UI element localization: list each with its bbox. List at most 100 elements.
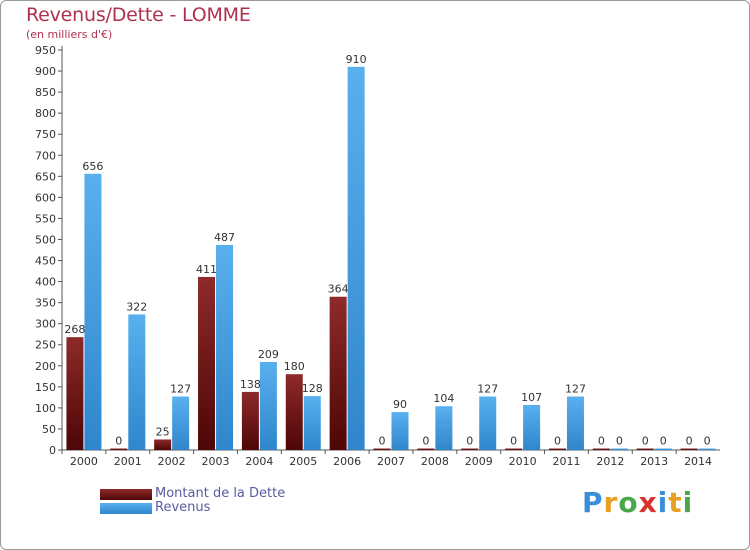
proxiti-logo: Proxiti [582, 486, 693, 519]
data-label-debt: 268 [64, 323, 85, 336]
bar-revenue [216, 244, 234, 450]
y-tick-label: 950 [35, 44, 56, 57]
x-tick-label: 2001 [114, 455, 142, 468]
bar-debt [285, 374, 303, 450]
bar-revenue [84, 173, 102, 450]
bar-debt [548, 448, 566, 450]
x-tick-label: 2009 [465, 455, 493, 468]
bar-revenue [435, 406, 453, 450]
legend-swatch-revenue [100, 503, 152, 514]
y-tick-label: 50 [42, 423, 56, 436]
chart-title: Revenus/Dette - LOMME [26, 4, 251, 26]
y-tick-label: 800 [35, 107, 56, 120]
y-tick-label: 250 [35, 339, 56, 352]
y-tick-label: 0 [49, 444, 56, 457]
bar-debt [241, 391, 259, 450]
bar-debt [636, 448, 654, 450]
bar-revenue [128, 314, 146, 450]
x-tick-label: 2010 [509, 455, 537, 468]
y-tick-label: 300 [35, 318, 56, 331]
bar-revenue [479, 396, 497, 450]
y-tick-label: 150 [35, 381, 56, 394]
data-label-revenue: 107 [521, 391, 542, 404]
legend-label-debt: Montant de la Dette [155, 486, 286, 501]
y-tick-label: 650 [35, 170, 56, 183]
bar-debt [461, 448, 479, 450]
bar-debt [110, 448, 128, 450]
legend-label-revenue: Revenus [155, 500, 211, 515]
data-label-revenue: 128 [302, 382, 323, 395]
x-tick-label: 2004 [245, 455, 273, 468]
y-tick-label: 750 [35, 128, 56, 141]
x-tick-label: 2003 [202, 455, 230, 468]
bar-revenue [523, 404, 541, 450]
logo-letter: i [657, 486, 669, 519]
logo-letter: r [603, 486, 619, 519]
bar-debt [154, 439, 172, 450]
x-tick-label: 2012 [596, 455, 624, 468]
y-tick-label: 850 [35, 86, 56, 99]
bar-debt [680, 448, 698, 450]
data-label-revenue: 104 [433, 392, 454, 405]
data-label-debt: 138 [240, 378, 261, 391]
data-label-debt: 0 [642, 435, 649, 448]
data-label-revenue: 656 [82, 160, 103, 173]
bar-revenue [654, 448, 672, 450]
data-label-revenue: 0 [704, 435, 711, 448]
bar-revenue [303, 396, 321, 450]
y-axis: 0 50 100 150 200 250 300 350 400 450 500 550 600 650 7… [35, 44, 63, 457]
chart-subtitle: (en milliers d'€) [26, 28, 113, 41]
y-tick-label: 900 [35, 65, 56, 78]
bar-revenue [347, 66, 365, 450]
x-tick-label: 2002 [158, 455, 186, 468]
data-label-debt: 0 [115, 435, 122, 448]
x-tick-label: 2005 [289, 455, 317, 468]
data-label-debt: 0 [379, 435, 386, 448]
y-tick-label: 700 [35, 149, 56, 162]
bar-revenue [259, 362, 277, 450]
data-label-revenue: 127 [170, 383, 191, 396]
data-label-debt: 0 [686, 435, 693, 448]
data-label-revenue: 127 [565, 383, 586, 396]
x-tick-label: 2013 [640, 455, 668, 468]
logo-letter: o [618, 486, 639, 519]
y-tick-label: 600 [35, 191, 56, 204]
x-axis: 2000 2001 2002 2003 2004 2005 2006 2007 2008 2009… [61, 449, 720, 468]
data-label-debt: 25 [156, 425, 170, 438]
bar-debt [329, 296, 347, 450]
bar-debt [417, 448, 435, 450]
logo-letter: x [638, 486, 658, 519]
data-label-debt: 0 [510, 435, 517, 448]
bar-debt [198, 276, 216, 450]
data-label-debt: 0 [422, 435, 429, 448]
bar-debt [505, 448, 523, 450]
logo-letter: t [668, 486, 683, 519]
data-label-revenue: 910 [346, 53, 367, 66]
data-label-revenue: 0 [660, 435, 667, 448]
data-label-revenue: 322 [126, 300, 147, 313]
data-label-debt: 0 [598, 435, 605, 448]
logo-letter: i [682, 486, 694, 519]
x-tick-label: 2000 [70, 455, 98, 468]
y-tick-label: 400 [35, 276, 56, 289]
bar-debt [592, 448, 610, 450]
y-tick-label: 550 [35, 212, 56, 225]
data-label-debt: 411 [196, 263, 217, 276]
data-labels: 268 656 0 322 25 127 411 487 138 209 180 128 364 910 0… [64, 53, 710, 448]
x-tick-label: 2007 [377, 455, 405, 468]
data-label-revenue: 127 [477, 383, 498, 396]
legend-swatch-debt [100, 489, 152, 500]
bar-revenue [698, 448, 716, 450]
data-label-debt: 364 [328, 283, 349, 296]
bar-debt [66, 337, 84, 450]
bar-revenue [566, 396, 584, 450]
bars [66, 66, 716, 450]
y-tick-label: 450 [35, 255, 56, 268]
data-label-revenue: 487 [214, 231, 235, 244]
y-tick-label: 100 [35, 402, 56, 415]
data-label-revenue: 0 [616, 435, 623, 448]
x-tick-label: 2006 [333, 455, 361, 468]
data-label-revenue: 90 [393, 398, 407, 411]
